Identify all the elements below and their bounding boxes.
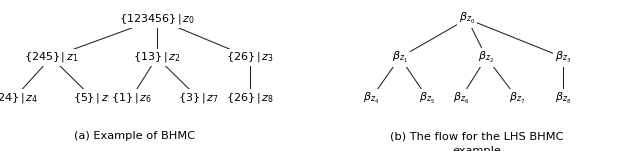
Text: example: example [452,146,501,151]
Text: $\beta_{z_1}$: $\beta_{z_1}$ [392,50,408,65]
Text: (b) The flow for the LHS BHMC: (b) The flow for the LHS BHMC [390,131,564,141]
Text: $\{245\}\,|\,z_1$: $\{245\}\,|\,z_1$ [24,50,79,64]
Text: $\beta_{z_8}$: $\beta_{z_8}$ [555,91,572,106]
Text: $\beta_{z_0}$: $\beta_{z_0}$ [459,11,476,26]
Text: $\{123456\}\,|\,z_0$: $\{123456\}\,|\,z_0$ [118,12,195,26]
Text: $\beta_{z_6}$: $\beta_{z_6}$ [452,91,469,106]
Text: $\{13\}\,|\,z_2$: $\{13\}\,|\,z_2$ [133,50,180,64]
Text: $\{26\}\,|\,z_8$: $\{26\}\,|\,z_8$ [226,91,273,105]
Text: $\{3\}\,|\,z_7$: $\{3\}\,|\,z_7$ [178,91,219,105]
Text: $\beta_{z_2}$: $\beta_{z_2}$ [478,50,495,65]
Text: $\{24\}\,|\,z_4$: $\{24\}\,|\,z_4$ [0,91,38,105]
Text: $\{1\}\,|\,z_6$: $\{1\}\,|\,z_6$ [111,91,152,105]
Text: $\{5\}\,|\,z_5$: $\{5\}\,|\,z_5$ [72,91,113,105]
Text: (a) Example of BHMC: (a) Example of BHMC [74,131,195,141]
Text: $\beta_{z_5}$: $\beta_{z_5}$ [419,91,436,106]
Text: $\{26\}\,|\,z_3$: $\{26\}\,|\,z_3$ [226,50,273,64]
Text: $\beta_{z_3}$: $\beta_{z_3}$ [555,50,572,65]
Text: $\beta_{z_7}$: $\beta_{z_7}$ [509,91,525,106]
Text: $\beta_{z_4}$: $\beta_{z_4}$ [363,91,380,106]
